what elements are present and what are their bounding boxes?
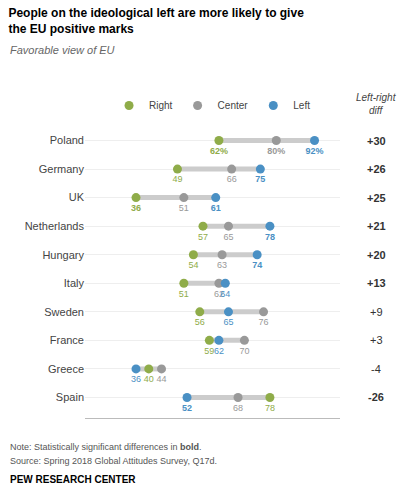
svg-text:Greece: Greece [48, 363, 84, 375]
svg-text:+21: +21 [367, 220, 386, 232]
svg-text:Left: Left [293, 100, 310, 111]
svg-text:Hungary: Hungary [42, 249, 84, 261]
svg-text:-4: -4 [371, 363, 381, 375]
svg-text:Sweden: Sweden [44, 306, 84, 318]
svg-text:+25: +25 [367, 192, 386, 204]
svg-text:61: 61 [211, 203, 221, 213]
svg-text:Spain: Spain [56, 391, 84, 403]
svg-text:63: 63 [217, 260, 227, 270]
svg-text:78: 78 [265, 403, 275, 413]
svg-text:36: 36 [131, 374, 141, 384]
svg-text:Poland: Poland [50, 134, 84, 146]
svg-text:36: 36 [131, 203, 141, 213]
svg-text:+9: +9 [370, 306, 383, 318]
svg-text:+13: +13 [367, 277, 386, 289]
svg-text:62: 62 [214, 346, 224, 356]
svg-text:70: 70 [239, 346, 249, 356]
svg-text:65: 65 [223, 317, 233, 327]
svg-text:78: 78 [265, 232, 275, 242]
svg-text:Netherlands: Netherlands [25, 220, 85, 232]
svg-text:75: 75 [255, 174, 265, 184]
svg-text:Favorable view of EU: Favorable view of EU [10, 44, 115, 56]
svg-text:Right: Right [149, 100, 173, 111]
svg-text:76: 76 [259, 317, 269, 327]
svg-text:+30: +30 [367, 135, 386, 147]
svg-text:Italy: Italy [64, 277, 85, 289]
svg-text:Center: Center [218, 100, 249, 111]
svg-text:52: 52 [182, 403, 192, 413]
svg-text:People on the ideological left: People on the ideological left are more … [8, 6, 304, 36]
svg-text:Left-rightdiff: Left-rightdiff [356, 92, 397, 116]
svg-text:44: 44 [157, 374, 167, 384]
svg-text:56: 56 [195, 317, 205, 327]
svg-text:59: 59 [204, 346, 214, 356]
svg-text:Source: Spring 2018 Global Att: Source: Spring 2018 Global Attitudes Sur… [10, 456, 217, 466]
svg-text:-26: -26 [368, 391, 384, 403]
svg-text:68: 68 [233, 403, 243, 413]
svg-text:80%: 80% [267, 146, 285, 156]
svg-text:92%: 92% [306, 146, 324, 156]
svg-text:49: 49 [172, 174, 182, 184]
svg-text:+3: +3 [370, 334, 383, 346]
svg-text:40: 40 [144, 374, 154, 384]
svg-text:+20: +20 [367, 249, 386, 261]
svg-text:Germany: Germany [39, 163, 85, 175]
svg-text:57: 57 [198, 232, 208, 242]
svg-text:54: 54 [188, 260, 198, 270]
svg-text:France: France [50, 334, 84, 346]
svg-text:51: 51 [179, 289, 189, 299]
svg-text:64: 64 [220, 289, 230, 299]
svg-text:+26: +26 [367, 163, 386, 175]
svg-text:62%: 62% [210, 146, 228, 156]
svg-text:74: 74 [252, 260, 262, 270]
svg-text:65: 65 [223, 232, 233, 242]
svg-text:UK: UK [69, 191, 85, 203]
svg-text:PEW RESEARCH CENTER: PEW RESEARCH CENTER [10, 474, 136, 485]
svg-text:51: 51 [179, 203, 189, 213]
svg-text:66: 66 [227, 174, 237, 184]
svg-text:62: 62 [214, 289, 224, 299]
svg-text:Note: Statistically significan: Note: Statistically significant differen… [10, 442, 201, 452]
